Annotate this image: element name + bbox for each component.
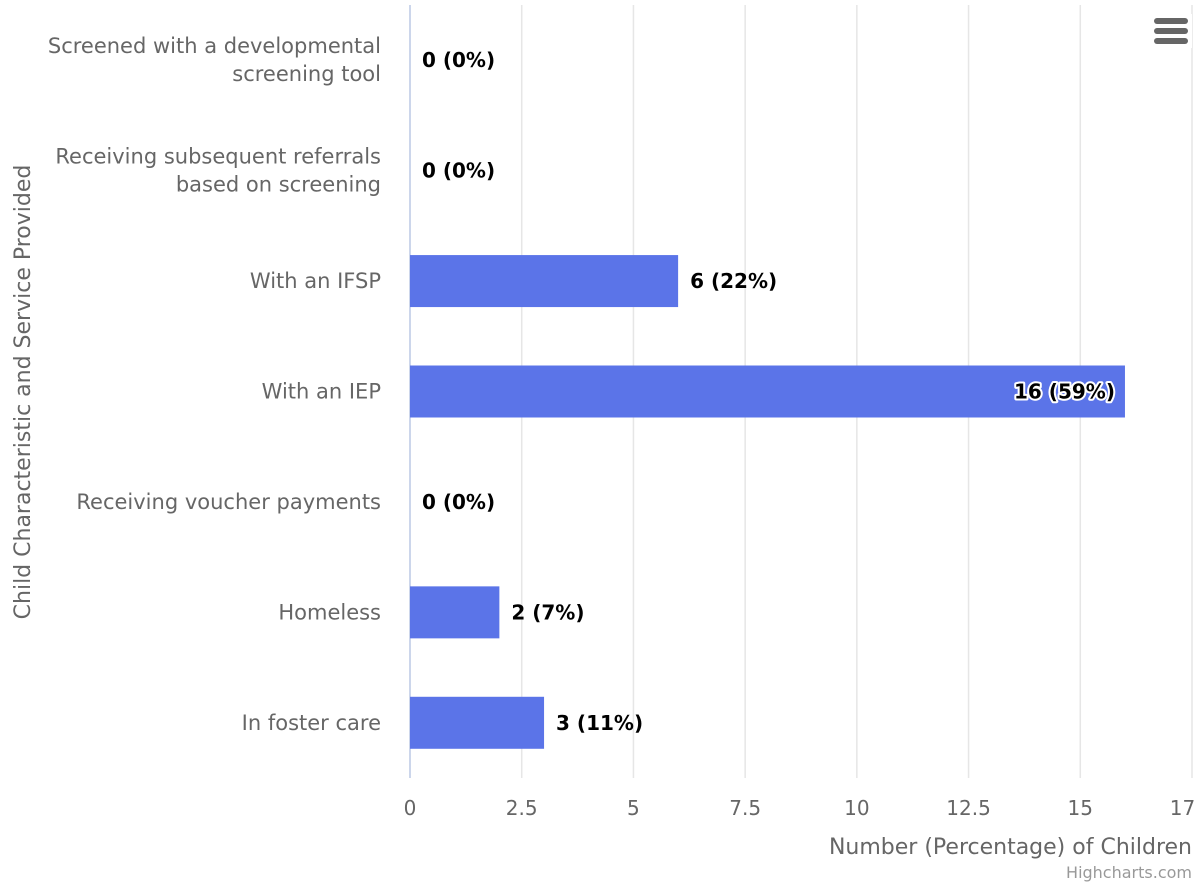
x-tick-label: 15 (1068, 796, 1093, 820)
category-label: In foster care (242, 711, 381, 735)
data-label: 16 (59%) (1014, 380, 1115, 404)
data-label: 0 (0%) (422, 159, 495, 183)
data-label: 0 (0%) (422, 490, 495, 514)
y-axis-title: Child Characteristic and Service Provide… (11, 165, 36, 620)
data-label: 3 (11%) (556, 711, 643, 735)
x-tick-label: 17.5 (1170, 796, 1197, 820)
data-label: 0 (0%) (422, 48, 495, 72)
bar[interactable] (410, 365, 1125, 418)
hamburger-menu-icon[interactable] (1148, 14, 1192, 48)
bar[interactable] (410, 696, 545, 749)
data-labels: 0 (0%) 0 (0%) 6 (22%) 16 (59%) 0 (0%) 2 (7%) 3… (422, 48, 1117, 735)
bars (410, 255, 1125, 749)
category-labels: Screened with a developmental screening t… (48, 34, 381, 735)
category-label: Receiving subsequent referrals (55, 145, 381, 169)
category-label: Homeless (278, 600, 381, 624)
x-tick-label: 5 (627, 796, 640, 820)
x-tick-label: 10 (844, 796, 869, 820)
category-label: With an IEP (262, 380, 381, 404)
data-label: 2 (7%) (511, 600, 584, 624)
category-label: Screened with a developmental (48, 34, 381, 58)
category-label: With an IFSP (250, 269, 381, 293)
x-tick-label: 0 (404, 796, 417, 820)
category-label: Receiving voucher payments (76, 490, 381, 514)
bar[interactable] (410, 255, 679, 308)
credits-link[interactable]: Highcharts.com (1066, 863, 1192, 882)
x-tick-label: 12.5 (946, 796, 991, 820)
x-tick-label: 2.5 (506, 796, 538, 820)
bar[interactable] (410, 586, 500, 639)
x-axis-title: Number (Percentage) of Children (829, 835, 1192, 860)
category-label: based on screening (176, 173, 381, 197)
x-tick-labels: 0 2.5 5 7.5 10 12.5 15 17.5 (404, 796, 1197, 820)
data-label: 6 (22%) (690, 269, 777, 293)
x-tick-label: 7.5 (729, 796, 761, 820)
category-label: screening tool (232, 62, 381, 86)
